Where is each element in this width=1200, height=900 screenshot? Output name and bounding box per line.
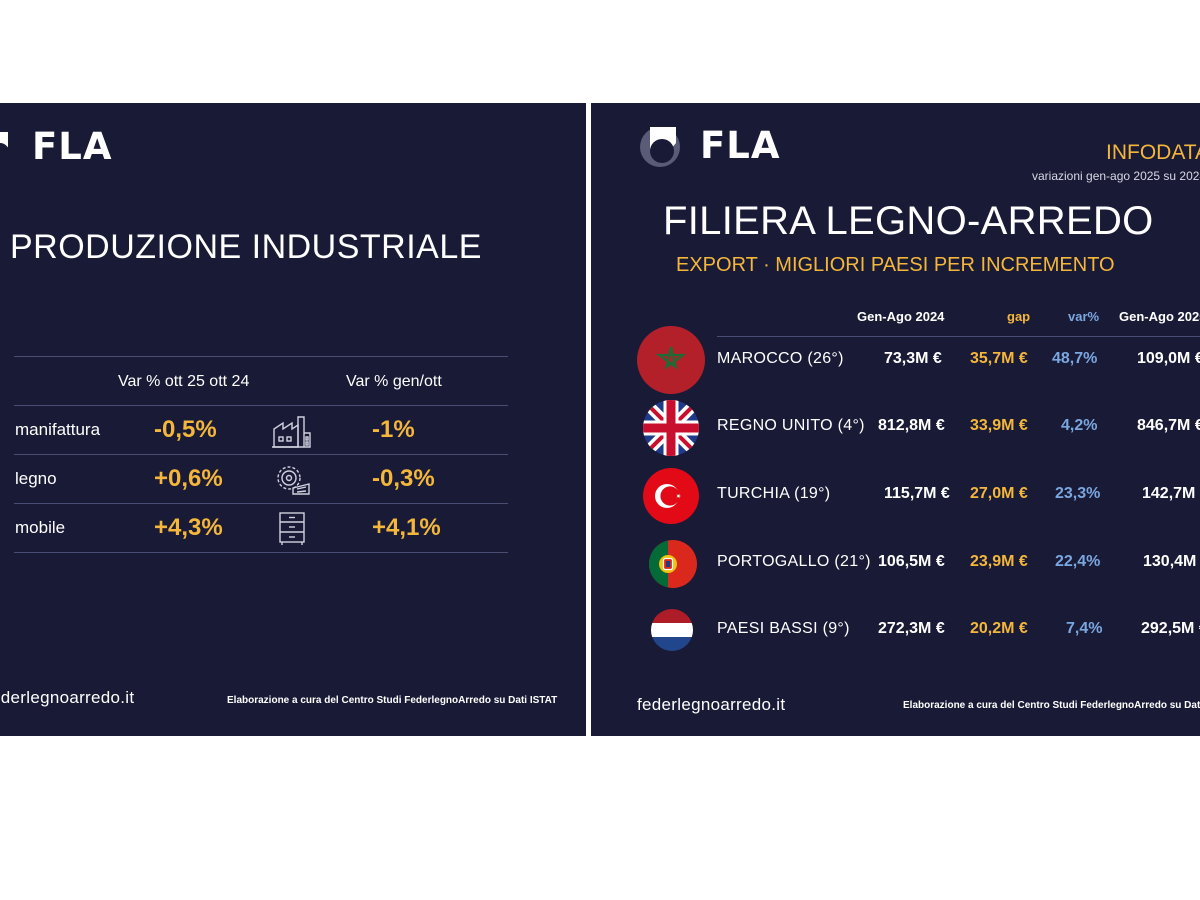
value-var: 22,4%	[1055, 553, 1101, 570]
table-row: manifattura -0,5% -1%	[14, 406, 508, 455]
header-divider	[717, 336, 1200, 337]
value-2025: 292,5M €	[1141, 620, 1200, 637]
value-var: 23,3%	[1055, 485, 1101, 502]
fla-logo: FLA	[636, 121, 781, 169]
country-name: REGNO UNITO (4°)	[717, 417, 865, 434]
table-row: MAROCCO (26°) 73,3M € 35,7M € 48,7% 109,…	[591, 326, 1200, 394]
page-title: FILIERA LEGNO-ARREDO	[663, 199, 1154, 243]
footer-credit: Elaborazione a cura del Centro Studi Fed…	[227, 695, 558, 706]
row-var-month: +4,3%	[154, 514, 223, 541]
page-title: PRODUZIONE INDUSTRIALE	[10, 228, 482, 266]
logo-text: FLA	[700, 123, 781, 167]
table-row: TURCHIA (19°) 115,7M € 27,0M € 23,3% 142…	[591, 466, 1200, 526]
value-gap: 23,9M €	[970, 553, 1028, 570]
column-header-gap: gap	[1007, 309, 1031, 324]
value-gap: 33,9M €	[970, 417, 1028, 434]
column-header-month: Var % ott 25 ott 24	[118, 373, 250, 390]
row-var-ytd: +4,1%	[372, 514, 441, 541]
furniture-drawer-icon	[279, 512, 305, 545]
row-var-ytd: -0,3%	[372, 465, 435, 492]
column-header-ytd: Var % gen/ott	[346, 373, 442, 390]
column-header-2024: Gen-Ago 2024	[857, 309, 945, 324]
value-var: 7,4%	[1066, 620, 1103, 637]
factory-icon	[272, 416, 311, 448]
country-name: PORTOGALLO (21°)	[717, 553, 871, 570]
table-row: PAESI BASSI (9°) 272,3M € 20,2M € 7,4% 2…	[591, 601, 1200, 661]
value-2024: 106,5M €	[878, 553, 945, 570]
page-subtitle: EXPORT · MIGLIORI PAESI PER INCREMENTO	[676, 254, 1115, 276]
country-name: TURCHIA (19°)	[717, 485, 831, 502]
production-infographic: FLA PRODUZIONE INDUSTRIALE Var % ott 25 …	[0, 103, 586, 736]
footer-url[interactable]: federlegnoarredo.it	[0, 688, 135, 707]
value-2025: 142,7M €	[1142, 485, 1200, 502]
column-header-var: var%	[1068, 309, 1100, 324]
value-2025: 846,7M €	[1137, 417, 1200, 434]
row-var-ytd: -1%	[372, 416, 415, 443]
value-2024: 272,3M €	[878, 620, 945, 637]
portugal-flag-icon	[649, 540, 697, 588]
production-table: Var % ott 25 ott 24 Var % gen/ott manifa…	[14, 356, 508, 553]
footer-url[interactable]: federlegnoarredo.it	[637, 695, 786, 714]
value-var: 4,2%	[1061, 417, 1098, 434]
row-var-month: +0,6%	[154, 465, 223, 492]
variation-note: variazioni gen-ago 2025 su 2024	[1032, 169, 1200, 183]
row-var-month: -0,5%	[154, 416, 217, 443]
column-header-2025: Gen-Ago 2025	[1119, 309, 1200, 324]
row-label: mobile	[15, 518, 66, 537]
country-name: MAROCCO (26°)	[717, 350, 844, 367]
value-2024: 115,7M €	[884, 485, 950, 502]
table-row: REGNO UNITO (4°) 812,8M € 33,9M € 4,2% 8…	[591, 398, 1200, 458]
netherlands-flag-icon	[651, 609, 693, 651]
logo-text: FLA	[32, 125, 113, 168]
export-infographic: FLA INFODATA variazioni gen-ago 2025 su …	[591, 103, 1200, 736]
fla-logo-icon	[0, 131, 9, 161]
fla-logo: FLA	[0, 125, 113, 168]
row-label: manifattura	[15, 420, 101, 439]
value-2025: 109,0M €	[1137, 350, 1200, 367]
value-gap: 27,0M €	[970, 485, 1028, 502]
infodata-label: INFODATA	[1106, 141, 1200, 164]
table-header: Var % ott 25 ott 24 Var % gen/ott	[14, 356, 508, 406]
value-var: 48,7%	[1052, 350, 1098, 367]
row-label: legno	[15, 469, 57, 488]
value-2024: 73,3M €	[884, 350, 942, 367]
uk-flag-icon	[643, 400, 699, 456]
table-row: PORTOGALLO (21°) 106,5M € 23,9M € 22,4% …	[591, 534, 1200, 594]
country-name: PAESI BASSI (9°)	[717, 620, 850, 637]
footer-credit: Elaborazione a cura del Centro Studi Fed…	[903, 700, 1200, 711]
value-2024: 812,8M €	[878, 417, 945, 434]
value-gap: 35,7M €	[970, 350, 1028, 367]
saw-blade-icon	[277, 466, 310, 495]
value-2025: 130,4M €	[1143, 553, 1200, 570]
turkey-flag-icon	[643, 468, 699, 524]
fla-logo-icon	[640, 127, 680, 167]
table-row: mobile +4,3% +4,1%	[14, 504, 508, 553]
morocco-flag-icon	[637, 326, 705, 394]
value-gap: 20,2M €	[970, 620, 1028, 637]
table-row: legno +0,6% -0,3%	[14, 455, 508, 504]
